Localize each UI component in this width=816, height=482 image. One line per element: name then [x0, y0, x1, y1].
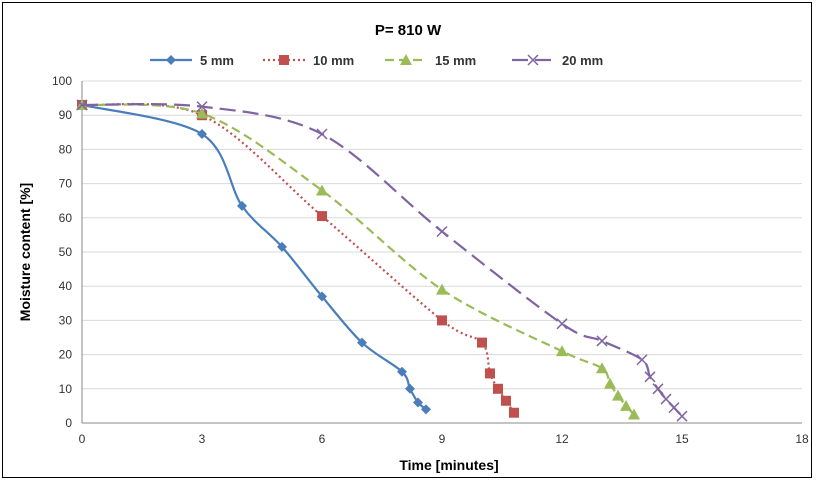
series-3	[76, 99, 688, 422]
series-1	[77, 99, 519, 418]
data-point	[556, 345, 568, 357]
series-line	[81, 103, 683, 417]
series-2	[76, 98, 640, 420]
data-point	[196, 107, 208, 119]
data-point	[644, 371, 656, 383]
y-axis-label: Moisture content [%]	[17, 183, 33, 321]
y-tick-label: 60	[59, 211, 73, 225]
x-tick-label: 0	[79, 432, 86, 446]
legend-item: 15 mm	[385, 53, 476, 68]
data-point	[76, 99, 88, 111]
data-point	[357, 337, 367, 348]
data-point	[652, 383, 664, 395]
data-point	[317, 211, 327, 222]
data-point	[405, 383, 415, 394]
x-axis-label: Time [minutes]	[399, 457, 498, 473]
data-point	[436, 225, 448, 238]
data-point	[477, 337, 487, 348]
y-tick-label: 70	[59, 177, 73, 191]
legend-marker	[279, 55, 289, 65]
series-line	[81, 103, 427, 411]
y-tick-label: 20	[59, 348, 73, 362]
series-line	[81, 102, 515, 414]
grid	[82, 80, 802, 390]
data-point	[628, 408, 640, 420]
data-point	[237, 200, 247, 211]
series-0	[77, 99, 431, 415]
data-point	[604, 377, 616, 389]
data-point	[437, 315, 447, 326]
data-point	[596, 362, 608, 374]
x-tick-label: 6	[319, 432, 326, 446]
y-tick-label: 90	[59, 108, 73, 122]
legend: 5 mm 10 mm 15 mm 20 mm	[150, 53, 603, 68]
legend-label: 20 mm	[562, 53, 603, 68]
y-tick-label: 50	[59, 245, 73, 259]
x-tick-label: 3	[199, 432, 206, 446]
x-tick-label: 9	[439, 432, 446, 446]
legend-label: 5 mm	[200, 53, 234, 68]
data-point	[620, 399, 632, 411]
x-tick-label: 18	[795, 432, 809, 446]
chart-title: P= 810 W	[375, 22, 442, 39]
data-point	[501, 395, 511, 406]
x-tick-label: 15	[675, 432, 689, 446]
data-point	[596, 335, 608, 347]
data-point	[317, 291, 327, 302]
legend-marker	[400, 54, 412, 65]
data-point	[493, 383, 503, 394]
legend-item: 20 mm	[512, 53, 603, 68]
y-tick-label: 30	[59, 313, 73, 327]
y-tick-label: 80	[59, 142, 73, 156]
legend-marker	[166, 55, 176, 65]
x-tick-label: 12	[555, 432, 569, 446]
legend-item: 5 mm	[150, 53, 234, 68]
data-point	[277, 241, 287, 252]
series-line	[81, 103, 635, 416]
data-point	[556, 318, 568, 330]
data-point	[421, 404, 431, 415]
data-point	[612, 389, 624, 401]
data-point	[676, 410, 688, 422]
y-tick-label: 40	[59, 279, 73, 293]
data-point	[316, 184, 328, 196]
axes: 0 10 20 30 40 50 60 70 80 90 100 0 3 6 9 12 15 18	[52, 74, 809, 446]
data-point	[316, 128, 328, 140]
data-point	[197, 129, 207, 140]
legend-label: 10 mm	[313, 53, 354, 68]
data-point	[413, 397, 423, 408]
legend-item: 10 mm	[263, 53, 354, 68]
y-tick-label: 100	[52, 74, 72, 88]
legend-marker	[527, 54, 539, 66]
data-point	[636, 354, 648, 366]
data-point	[397, 366, 407, 377]
data-point	[509, 407, 519, 418]
data-point	[196, 101, 208, 113]
legend-label: 15 mm	[435, 53, 476, 68]
series-layer	[76, 98, 688, 422]
data-point	[436, 283, 448, 295]
y-tick-label: 0	[65, 416, 72, 430]
y-tick-label: 10	[59, 382, 73, 396]
data-point	[485, 368, 495, 379]
